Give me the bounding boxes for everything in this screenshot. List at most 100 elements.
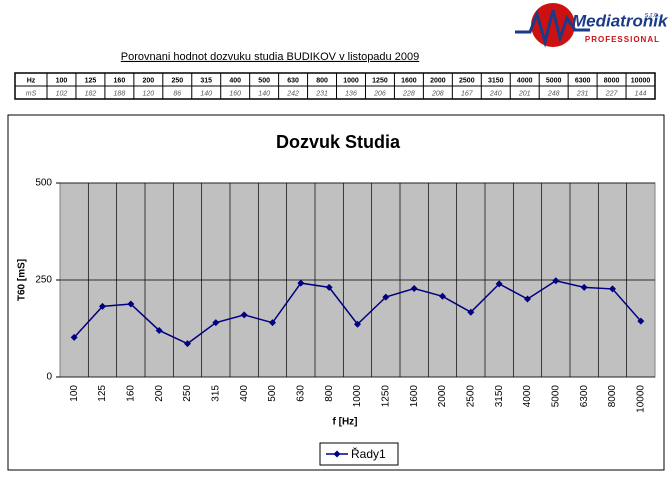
table-cell: 315 [200, 77, 212, 84]
x-tick-label: 500 [267, 385, 278, 402]
table-cell: 160 [114, 77, 126, 84]
x-tick-label: 8000 [607, 385, 618, 408]
chart-title: Dozvuk Studia [276, 132, 401, 152]
marker [467, 308, 475, 316]
x-tick-label: 800 [324, 385, 335, 402]
table-cell: 248 [547, 90, 560, 97]
table-cell: 10000 [631, 77, 651, 84]
y-tick-label: 250 [35, 275, 52, 286]
table-cell: 2000 [430, 77, 446, 84]
table-cell: 2500 [459, 77, 475, 84]
table-cell: 400 [229, 77, 241, 84]
table-cell: 136 [345, 90, 357, 97]
table-cell: 6300 [575, 77, 591, 84]
marker [354, 320, 361, 328]
marker [325, 283, 333, 291]
legend-label: Řady1 [351, 446, 386, 461]
x-tick-label: 1000 [352, 385, 363, 408]
marker [184, 340, 191, 348]
table-cell: 167 [461, 90, 474, 97]
y-tick-label: 0 [46, 372, 52, 383]
table-cell: mS [26, 90, 37, 97]
table-cell: 1600 [401, 77, 417, 84]
marker [297, 279, 305, 287]
marker [212, 319, 220, 327]
table-cell: 500 [258, 77, 270, 84]
table-cell: 200 [142, 77, 154, 84]
marker [552, 277, 560, 285]
table-cell: 231 [315, 90, 328, 97]
table-cell: 242 [286, 90, 299, 97]
logo-globe [531, 3, 575, 47]
table-cell: 140 [258, 90, 270, 97]
table-cell: 125 [85, 77, 97, 84]
x-tick-label: 2500 [465, 385, 476, 408]
table-cell: 188 [114, 90, 126, 97]
marker [580, 283, 588, 291]
x-tick-label: 250 [182, 385, 193, 402]
x-tick-label: 10000 [635, 385, 646, 413]
marker [495, 280, 503, 288]
x-tick-label: 2000 [437, 385, 448, 408]
table-cell: 8000 [604, 77, 620, 84]
marker [524, 295, 531, 303]
table-cell: 630 [287, 77, 299, 84]
marker [99, 302, 106, 310]
table-cell: 206 [373, 90, 386, 97]
table-cell: 5000 [546, 77, 562, 84]
marker [637, 317, 645, 325]
x-tick-label: 630 [295, 385, 306, 402]
table-cell: 182 [85, 90, 97, 97]
marker [269, 319, 276, 327]
marker [70, 333, 78, 341]
marker [609, 285, 616, 293]
x-tick-label: 100 [69, 385, 80, 402]
table-cell: 120 [142, 90, 154, 97]
x-tick-label: 3150 [494, 385, 505, 408]
table-cell: 140 [200, 90, 212, 97]
x-tick-label: 200 [154, 385, 165, 402]
table-cell: 102 [56, 90, 68, 97]
table-cell: 144 [635, 90, 647, 97]
table-cell: 86 [173, 90, 181, 97]
x-tick-label: 315 [210, 385, 221, 402]
marker [155, 326, 163, 334]
marker [240, 311, 248, 319]
marker [127, 300, 135, 308]
logo-suffix: s.r.o. [645, 12, 660, 19]
legend-marker [333, 450, 341, 458]
x-tick-label: 1600 [409, 385, 420, 408]
x-tick-label: 1250 [380, 385, 391, 408]
x-axis-label: f [Hz] [333, 417, 358, 428]
table-cell: 800 [316, 77, 328, 84]
marker [410, 285, 418, 293]
table-cell: 160 [229, 90, 241, 97]
marker [382, 293, 390, 301]
page-title: Porovnani hodnot dozvuku studia BUDIKOV … [121, 51, 419, 63]
table-cell: 4000 [517, 77, 533, 84]
table-cell: 228 [402, 90, 415, 97]
x-tick-label: 6300 [579, 385, 590, 408]
legend-box [319, 442, 399, 466]
table-cell: 3150 [488, 77, 504, 84]
table-cell: 1250 [372, 77, 388, 84]
y-axis-label: T60 [mS] [17, 259, 28, 301]
x-tick-label: 160 [125, 385, 136, 402]
x-tick-label: 400 [239, 385, 250, 402]
marker [439, 292, 446, 300]
table-cell: Hz [27, 77, 36, 84]
table-cell: 100 [56, 77, 68, 84]
table-cell: 231 [576, 90, 589, 97]
logo-wave [515, 9, 590, 48]
table-cell: 240 [489, 90, 502, 97]
x-tick-label: 4000 [522, 385, 533, 408]
table-cell: 250 [171, 77, 183, 84]
logo-name: Mediatronik [572, 11, 669, 30]
x-tick-label: 5000 [550, 385, 561, 408]
table-cell: 201 [518, 90, 531, 97]
table-cell: 1000 [343, 77, 359, 84]
y-tick-label: 500 [35, 178, 52, 189]
logo-tagline: PROFESSIONAL [585, 35, 660, 44]
x-tick-label: 125 [97, 385, 108, 402]
